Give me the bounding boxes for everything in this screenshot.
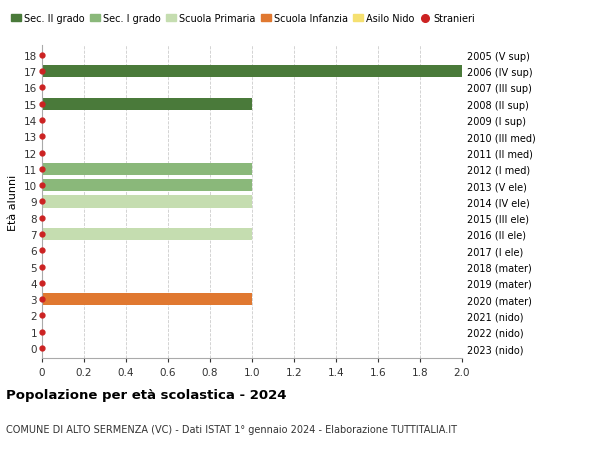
Legend: Sec. II grado, Sec. I grado, Scuola Primaria, Scuola Infanzia, Asilo Nido, Stran: Sec. II grado, Sec. I grado, Scuola Prim… (11, 14, 475, 24)
Bar (42, 293, 252, 306)
Bar (42, 179, 252, 192)
Bar (42, 229, 252, 241)
Bar (42, 66, 462, 78)
Y-axis label: Età alunni: Età alunni (8, 174, 19, 230)
Bar (42, 163, 252, 175)
Bar (42, 196, 252, 208)
Text: COMUNE DI ALTO SERMENZA (VC) - Dati ISTAT 1° gennaio 2024 - Elaborazione TUTTITA: COMUNE DI ALTO SERMENZA (VC) - Dati ISTA… (6, 425, 457, 435)
Bar (42, 98, 252, 111)
Text: Popolazione per età scolastica - 2024: Popolazione per età scolastica - 2024 (6, 388, 287, 401)
